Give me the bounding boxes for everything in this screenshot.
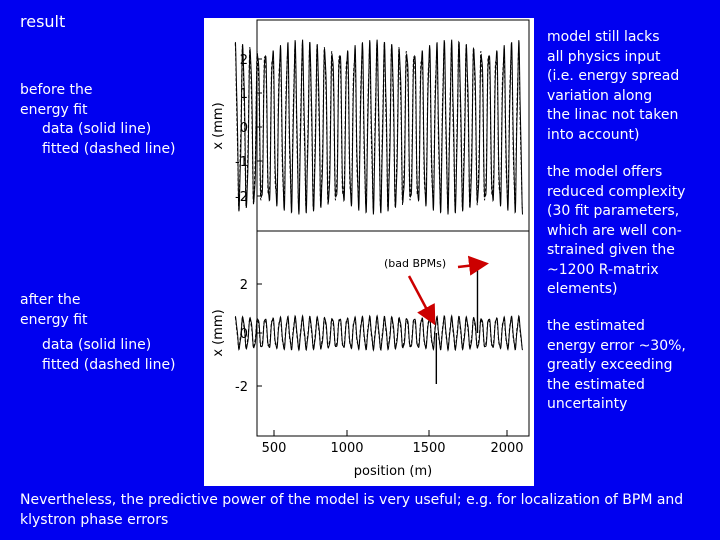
xtick-label: 1000 xyxy=(330,441,363,456)
after-heading-line-1: after the xyxy=(20,292,81,308)
top-ytick-label: 0 xyxy=(240,121,248,136)
right-p2-line: strained given the xyxy=(547,242,675,258)
right-p2-line: the model offers xyxy=(547,164,663,180)
top-ytick-label: -1 xyxy=(235,155,248,170)
slide-title: result xyxy=(20,12,66,31)
before-heading-line-1: before the xyxy=(20,82,93,98)
right-p2-line: ~1200 R-matrix xyxy=(547,261,659,278)
before-fit-legend: before the energy fit data (solid line) … xyxy=(20,81,176,159)
right-p3-line: energy error ~30%, xyxy=(547,337,686,354)
top-ytick-label: 2 xyxy=(240,53,248,68)
right-p1-line: model still lacks xyxy=(547,29,660,45)
bad-bpm-arrow xyxy=(457,255,489,276)
right-p2-line: which are well con- xyxy=(547,222,682,239)
right-p1-line: variation along xyxy=(547,87,653,104)
xtick-label: 1500 xyxy=(412,441,445,456)
before-heading-line-2: energy fit xyxy=(20,101,88,118)
after-data-label: data (solid line) xyxy=(42,337,152,353)
right-p3-line: the estimated xyxy=(547,376,645,393)
before-fit-fitted-line xyxy=(234,43,523,211)
right-paragraph-2: the model offers reduced complexity (30 … xyxy=(547,163,685,300)
right-paragraph-1: model still lacks all physics input (i.e… xyxy=(547,28,679,145)
top-panel-frame xyxy=(256,19,530,232)
footer-note: Nevertheless, the predictive power of th… xyxy=(20,492,684,528)
after-fitted-label: fitted (dashed line) xyxy=(42,356,176,373)
right-p3-line: greatly exceeding xyxy=(547,357,673,373)
xtick-label: 2000 xyxy=(490,441,523,456)
before-data-label: data (solid line) xyxy=(42,121,152,137)
right-p1-line: into account) xyxy=(547,126,640,143)
xticks xyxy=(273,430,508,436)
top-ylabel: x (mm) xyxy=(211,102,226,149)
bad-bpm-arrow xyxy=(407,275,436,326)
orbit-fit-figure: 2 1 0 -1 -2 x (mm) 2 0 -2 x (mm) xyxy=(204,18,534,486)
right-paragraph-3: the estimated energy error ~30%, greatly… xyxy=(547,317,686,415)
bad-bpms-annotation: (bad BPMs) xyxy=(384,257,446,270)
right-p1-line: the linac not taken xyxy=(547,107,679,123)
bottom-ytick-label: -2 xyxy=(235,380,248,395)
before-fitted-label: fitted (dashed line) xyxy=(42,140,176,157)
after-fit-fitted-line xyxy=(234,315,523,350)
bottom-ytick-label: 0 xyxy=(240,327,248,342)
right-p3-line: uncertainty xyxy=(547,396,628,412)
xtick-label: 500 xyxy=(262,441,287,456)
orbit-fit-plots: 2 1 0 -1 -2 x (mm) 2 0 -2 x (mm) xyxy=(211,19,530,479)
right-p2-line: reduced complexity xyxy=(547,183,686,200)
right-p2-line: elements) xyxy=(547,281,618,297)
bottom-ylabel: x (mm) xyxy=(211,309,226,356)
right-p3-line: the estimated xyxy=(547,318,645,334)
right-p1-line: (i.e. energy spread xyxy=(547,68,680,84)
xlabel: position (m) xyxy=(354,464,432,479)
after-fit-legend: after the energy fit data (solid line) f… xyxy=(20,291,176,375)
right-p2-line: (30 fit parameters, xyxy=(547,203,680,219)
after-fit-data-line xyxy=(235,314,523,352)
right-p1-line: all physics input xyxy=(547,48,661,65)
bottom-ytick-label: 2 xyxy=(240,278,248,293)
after-heading-line-2: energy fit xyxy=(20,311,88,328)
